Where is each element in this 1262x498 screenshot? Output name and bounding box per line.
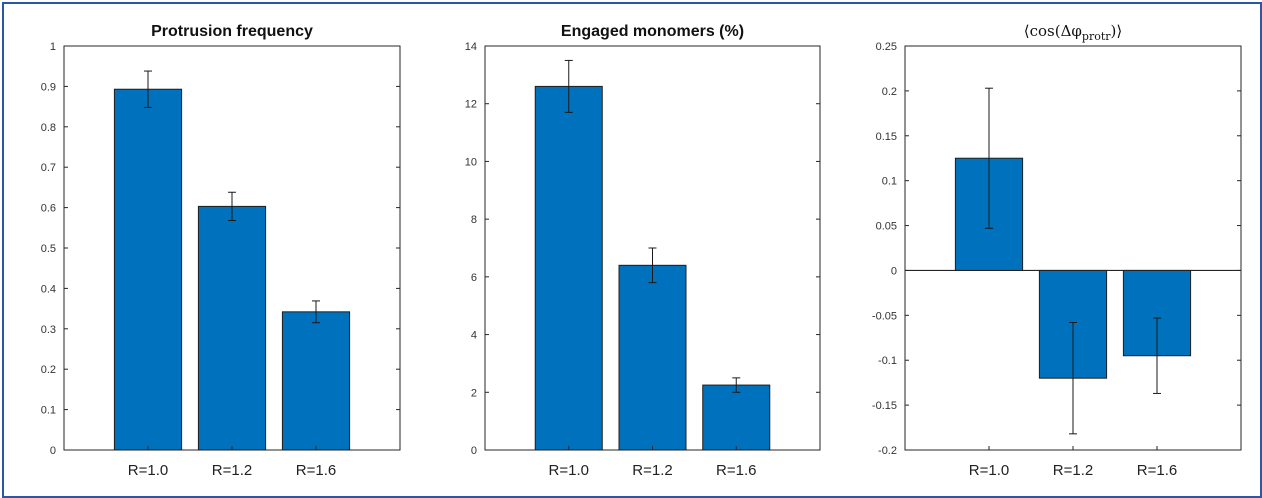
y-tick-label: 0.05: [876, 221, 897, 233]
bar: [618, 264, 687, 451]
y-tick-label: 0.8: [41, 122, 56, 134]
chart-title: Protrusion frequency: [151, 23, 313, 40]
y-tick-label: 14: [465, 41, 477, 53]
x-tick-label: R=1.2: [212, 462, 252, 479]
y-tick-label: -0.2: [878, 445, 897, 457]
x-tick-label: R=1.0: [969, 462, 1009, 479]
x-tick-label: R=1.0: [128, 462, 168, 479]
bar: [281, 311, 351, 451]
y-tick-label: 0: [891, 265, 897, 277]
y-tick-label: 0: [471, 445, 477, 457]
y-tick-label: 0.3: [41, 324, 56, 336]
y-tick-label: 0.1: [882, 176, 897, 188]
x-tick-label: R=1.2: [632, 462, 672, 479]
y-tick-label: 12: [465, 99, 477, 111]
y-tick-label: 0.2: [882, 86, 897, 98]
bar: [113, 88, 183, 451]
y-tick-label: 0.9: [41, 81, 56, 93]
x-tick-label: R=1.6: [296, 462, 336, 479]
y-tick-label: 0.2: [41, 364, 56, 376]
x-tick-label: R=1.0: [549, 462, 589, 479]
x-tick-label: R=1.2: [1053, 462, 1093, 479]
y-tick-label: 4: [471, 330, 477, 342]
y-tick-label: 0.25: [876, 41, 897, 53]
y-tick-label: 0.5: [41, 243, 56, 255]
bar: [534, 85, 603, 451]
y-tick-label: 0.6: [41, 203, 56, 215]
y-tick-label: 8: [471, 214, 477, 226]
y-tick-label: 0.15: [876, 131, 897, 143]
chart-title: Engaged monomers (%): [561, 23, 744, 40]
bar: [702, 384, 771, 451]
chart-panel-1: 0 0.1 0.2 0.3 0.4 0.5 0.6 0.7 0.8 0.9 1 R=1.0 R=1.2 R…: [41, 23, 401, 479]
y-tick-label: -0.05: [872, 310, 897, 322]
y-tick-label: 10: [465, 156, 477, 168]
y-tick-label: 0.4: [41, 283, 56, 295]
y-tick-label: -0.1: [878, 355, 897, 367]
bar: [197, 205, 267, 451]
chart-title: ⟨cos(Δφprotr)⟩: [1024, 22, 1123, 43]
y-tick-label: 0.1: [41, 405, 56, 417]
y-tick-label: 0: [50, 445, 56, 457]
y-tick-label: 1: [50, 41, 56, 53]
chart-panel-2: 0 2 4 6 8 10 12 14 R=1.0 R=1.2 R=1.6 Engaged monome…: [465, 23, 821, 479]
y-tick-label: 6: [471, 272, 477, 284]
y-tick-label: 0.7: [41, 162, 56, 174]
y-tick-label: 2: [471, 387, 477, 399]
x-tick-label: R=1.6: [1137, 462, 1177, 479]
y-tick-label: -0.15: [872, 400, 897, 412]
chart-panel-3: -0.2 -0.15 -0.1 -0.05 0 0.05 0.1 0.15 0.2 0.25 R=1…: [872, 22, 1242, 479]
x-tick-label: R=1.6: [716, 462, 756, 479]
